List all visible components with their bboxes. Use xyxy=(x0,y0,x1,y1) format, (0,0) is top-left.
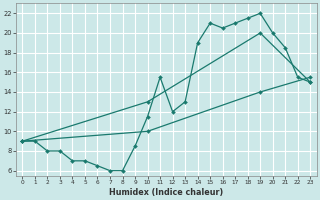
X-axis label: Humidex (Indice chaleur): Humidex (Indice chaleur) xyxy=(109,188,223,197)
